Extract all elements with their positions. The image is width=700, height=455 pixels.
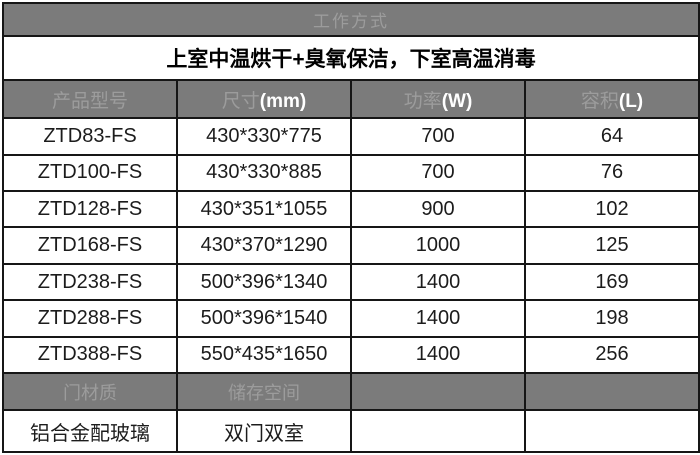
power-cell: 900 [350, 190, 526, 229]
spec-row: ZTD168-FS 430*370*1290 1000 125 [2, 226, 700, 265]
volume-cell: 76 [524, 153, 700, 193]
power-cell: 700 [350, 117, 526, 156]
col-header-model: 产品型号 [2, 78, 178, 120]
work-mode-value-row: 上室中温烘干+臭氧保洁，下室高温消毒 [2, 35, 700, 81]
size-cell: 500*396*1540 [176, 299, 352, 338]
volume-cell: 256 [524, 335, 700, 374]
spec-row: ZTD288-FS 500*396*1540 1400 198 [2, 299, 700, 338]
col-header-size-label: 尺寸 [221, 90, 260, 112]
storage-space-value: 双门双室 [176, 409, 352, 453]
size-cell: 430*330*775 [176, 117, 352, 156]
footer-value-empty-cell-2 [524, 409, 700, 453]
spec-row: ZTD83-FS 430*330*775 700 64 [2, 117, 700, 156]
col-header-power-label: 功率 [403, 90, 442, 112]
work-mode-header-row: 工作方式 [2, 1, 700, 38]
col-header-power: 功率(W) [350, 78, 526, 120]
storage-space-header: 储存空间 [176, 371, 352, 412]
model-cell: ZTD83-FS [2, 117, 178, 156]
volume-cell: 102 [524, 190, 700, 229]
spec-row: ZTD128-FS 430*351*1055 900 102 [2, 190, 700, 229]
col-header-power-unit: (W) [441, 90, 473, 112]
volume-cell: 169 [524, 262, 700, 302]
door-material-header: 门材质 [2, 371, 178, 412]
footer-header-empty-cell-1 [350, 371, 526, 412]
power-cell: 700 [350, 153, 526, 193]
size-cell: 430*370*1290 [176, 226, 352, 265]
col-header-size: 尺寸(mm) [176, 78, 352, 120]
work-mode-title: 工作方式 [2, 1, 700, 38]
volume-cell: 198 [524, 299, 700, 338]
col-header-volume: 容积(L) [524, 78, 700, 120]
power-cell: 1400 [350, 299, 526, 338]
power-cell: 1400 [350, 262, 526, 302]
spec-row: ZTD100-FS 430*330*885 700 76 [2, 153, 700, 193]
col-header-volume-unit: (L) [618, 90, 644, 112]
footer-value-row: 铝合金配玻璃 双门双室 [2, 409, 700, 453]
col-header-model-label: 产品型号 [51, 90, 128, 112]
volume-cell: 125 [524, 226, 700, 265]
spec-row: ZTD388-FS 550*435*1650 1400 256 [2, 335, 700, 374]
footer-header-empty-cell-2 [524, 371, 700, 412]
work-mode-value: 上室中温烘干+臭氧保洁，下室高温消毒 [2, 35, 700, 81]
model-cell: ZTD388-FS [2, 335, 178, 374]
power-cell: 1000 [350, 226, 526, 265]
column-header-row: 产品型号 尺寸(mm) 功率(W) 容积(L) [2, 78, 700, 120]
col-header-volume-label: 容积 [580, 90, 619, 112]
size-cell: 430*330*885 [176, 153, 352, 193]
power-cell: 1400 [350, 335, 526, 374]
footer-header-row: 门材质 储存空间 [2, 371, 700, 412]
spec-row: ZTD238-FS 500*396*1340 1400 169 [2, 262, 700, 302]
size-cell: 430*351*1055 [176, 190, 352, 229]
model-cell: ZTD238-FS [2, 262, 178, 302]
col-header-size-unit: (mm) [259, 90, 307, 112]
size-cell: 550*435*1650 [176, 335, 352, 374]
footer-value-empty-cell-1 [350, 409, 526, 453]
door-material-value: 铝合金配玻璃 [2, 409, 178, 453]
model-cell: ZTD100-FS [2, 153, 178, 193]
volume-cell: 64 [524, 117, 700, 156]
model-cell: ZTD168-FS [2, 226, 178, 265]
size-cell: 500*396*1340 [176, 262, 352, 302]
model-cell: ZTD128-FS [2, 190, 178, 229]
model-cell: ZTD288-FS [2, 299, 178, 338]
